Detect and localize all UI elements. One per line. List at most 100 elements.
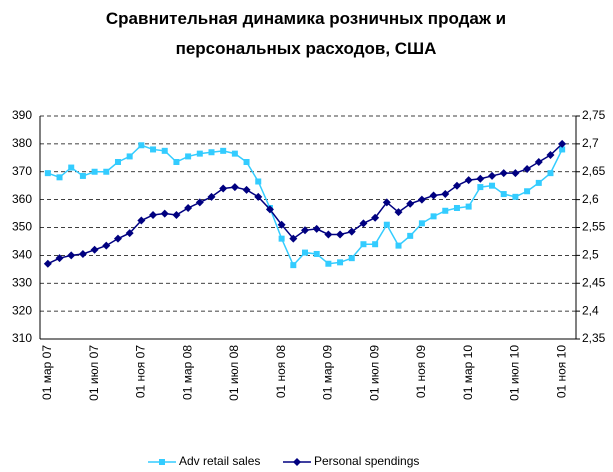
marker [196,150,203,157]
legend-marker [293,458,301,466]
marker [559,146,566,153]
marker [103,168,110,175]
y-tick-label: 350 [12,220,32,234]
marker [150,146,157,153]
y-tick-label: 340 [12,248,32,262]
marker [220,147,227,154]
marker [547,170,554,177]
y2-tick-label: 2,7 [582,136,599,150]
marker [336,230,345,239]
x-tick-label: 01 мар 09 [321,345,335,400]
x-tick-label: 01 июл 07 [87,345,101,401]
marker [372,241,379,248]
y2-tick-label: 2,4 [582,303,599,317]
marker [184,203,193,212]
y2-tick-label: 2,55 [582,220,606,234]
marker [137,216,146,225]
marker [417,195,426,204]
y-tick-label: 370 [12,164,32,178]
marker [173,158,180,165]
y2-tick-label: 2,35 [582,331,606,345]
y2-tick-label: 2,65 [582,164,606,178]
marker [512,193,519,200]
marker [477,184,484,191]
y-tick-label: 310 [12,331,32,345]
legend-item: Personal spendings [283,454,419,468]
chart-title: Сравнительная динамика розничных продаж … [106,9,506,58]
marker [499,169,508,178]
marker [219,184,228,193]
marker [55,254,64,263]
marker [535,179,542,186]
marker [395,242,402,249]
marker [149,210,158,219]
marker [277,220,286,229]
marker [546,151,555,160]
marker [161,147,168,154]
marker [430,213,437,220]
series-line [47,143,563,265]
x-tick-label: 01 июл 10 [508,345,522,401]
marker [67,251,76,260]
marker [383,221,390,228]
marker [524,188,531,195]
marker [348,255,355,262]
marker [418,220,425,227]
x-tick-label: 01 ноя 07 [134,345,148,398]
x-tick-label: 01 июл 09 [367,345,381,401]
legend-label: Personal spendings [314,454,419,468]
marker [476,174,485,183]
marker [289,234,298,243]
marker [359,219,368,228]
marker [441,190,450,199]
marker [254,192,263,201]
x-tick-label: 01 мар 07 [40,345,54,400]
marker [91,168,98,175]
marker [324,230,333,239]
marker [172,210,181,219]
marker [255,178,262,185]
marker [464,176,473,185]
y2-tick-label: 2,6 [582,192,599,206]
marker [56,174,63,181]
marker [78,249,87,258]
marker [523,164,532,173]
legend-item: Adv retail sales [148,454,260,468]
marker [452,181,461,190]
marker [138,142,145,149]
marker [185,153,192,160]
marker [337,259,344,266]
marker [442,207,449,214]
x-tick-label: 01 мар 08 [180,345,194,400]
marker [265,205,274,214]
marker [558,139,567,148]
x-tick-label: 01 июл 08 [227,345,241,401]
marker [290,262,297,269]
legend-marker [159,459,165,465]
marker [242,185,251,194]
x-tick-label: 01 мар 10 [461,345,475,400]
marker [360,241,367,248]
x-tick-label: 01 ноя 08 [274,345,288,398]
marker [126,153,133,160]
marker [347,227,356,236]
marker [43,259,52,268]
marker [278,235,285,242]
marker [102,241,111,250]
marker [500,191,507,198]
marker [231,150,238,157]
y2-tick-label: 2,45 [582,275,606,289]
marker [312,224,321,233]
marker [429,191,438,200]
x-tick-label: 01 ноя 10 [554,345,568,398]
series-line [47,144,563,267]
marker [44,170,51,177]
marker [406,199,415,208]
marker [371,213,380,222]
y-tick-label: 390 [12,108,32,122]
legend-label: Adv retail sales [179,454,260,468]
x-tick-label: 01 ноя 09 [414,345,428,398]
marker [488,171,497,180]
marker [243,158,250,165]
marker [90,245,99,254]
